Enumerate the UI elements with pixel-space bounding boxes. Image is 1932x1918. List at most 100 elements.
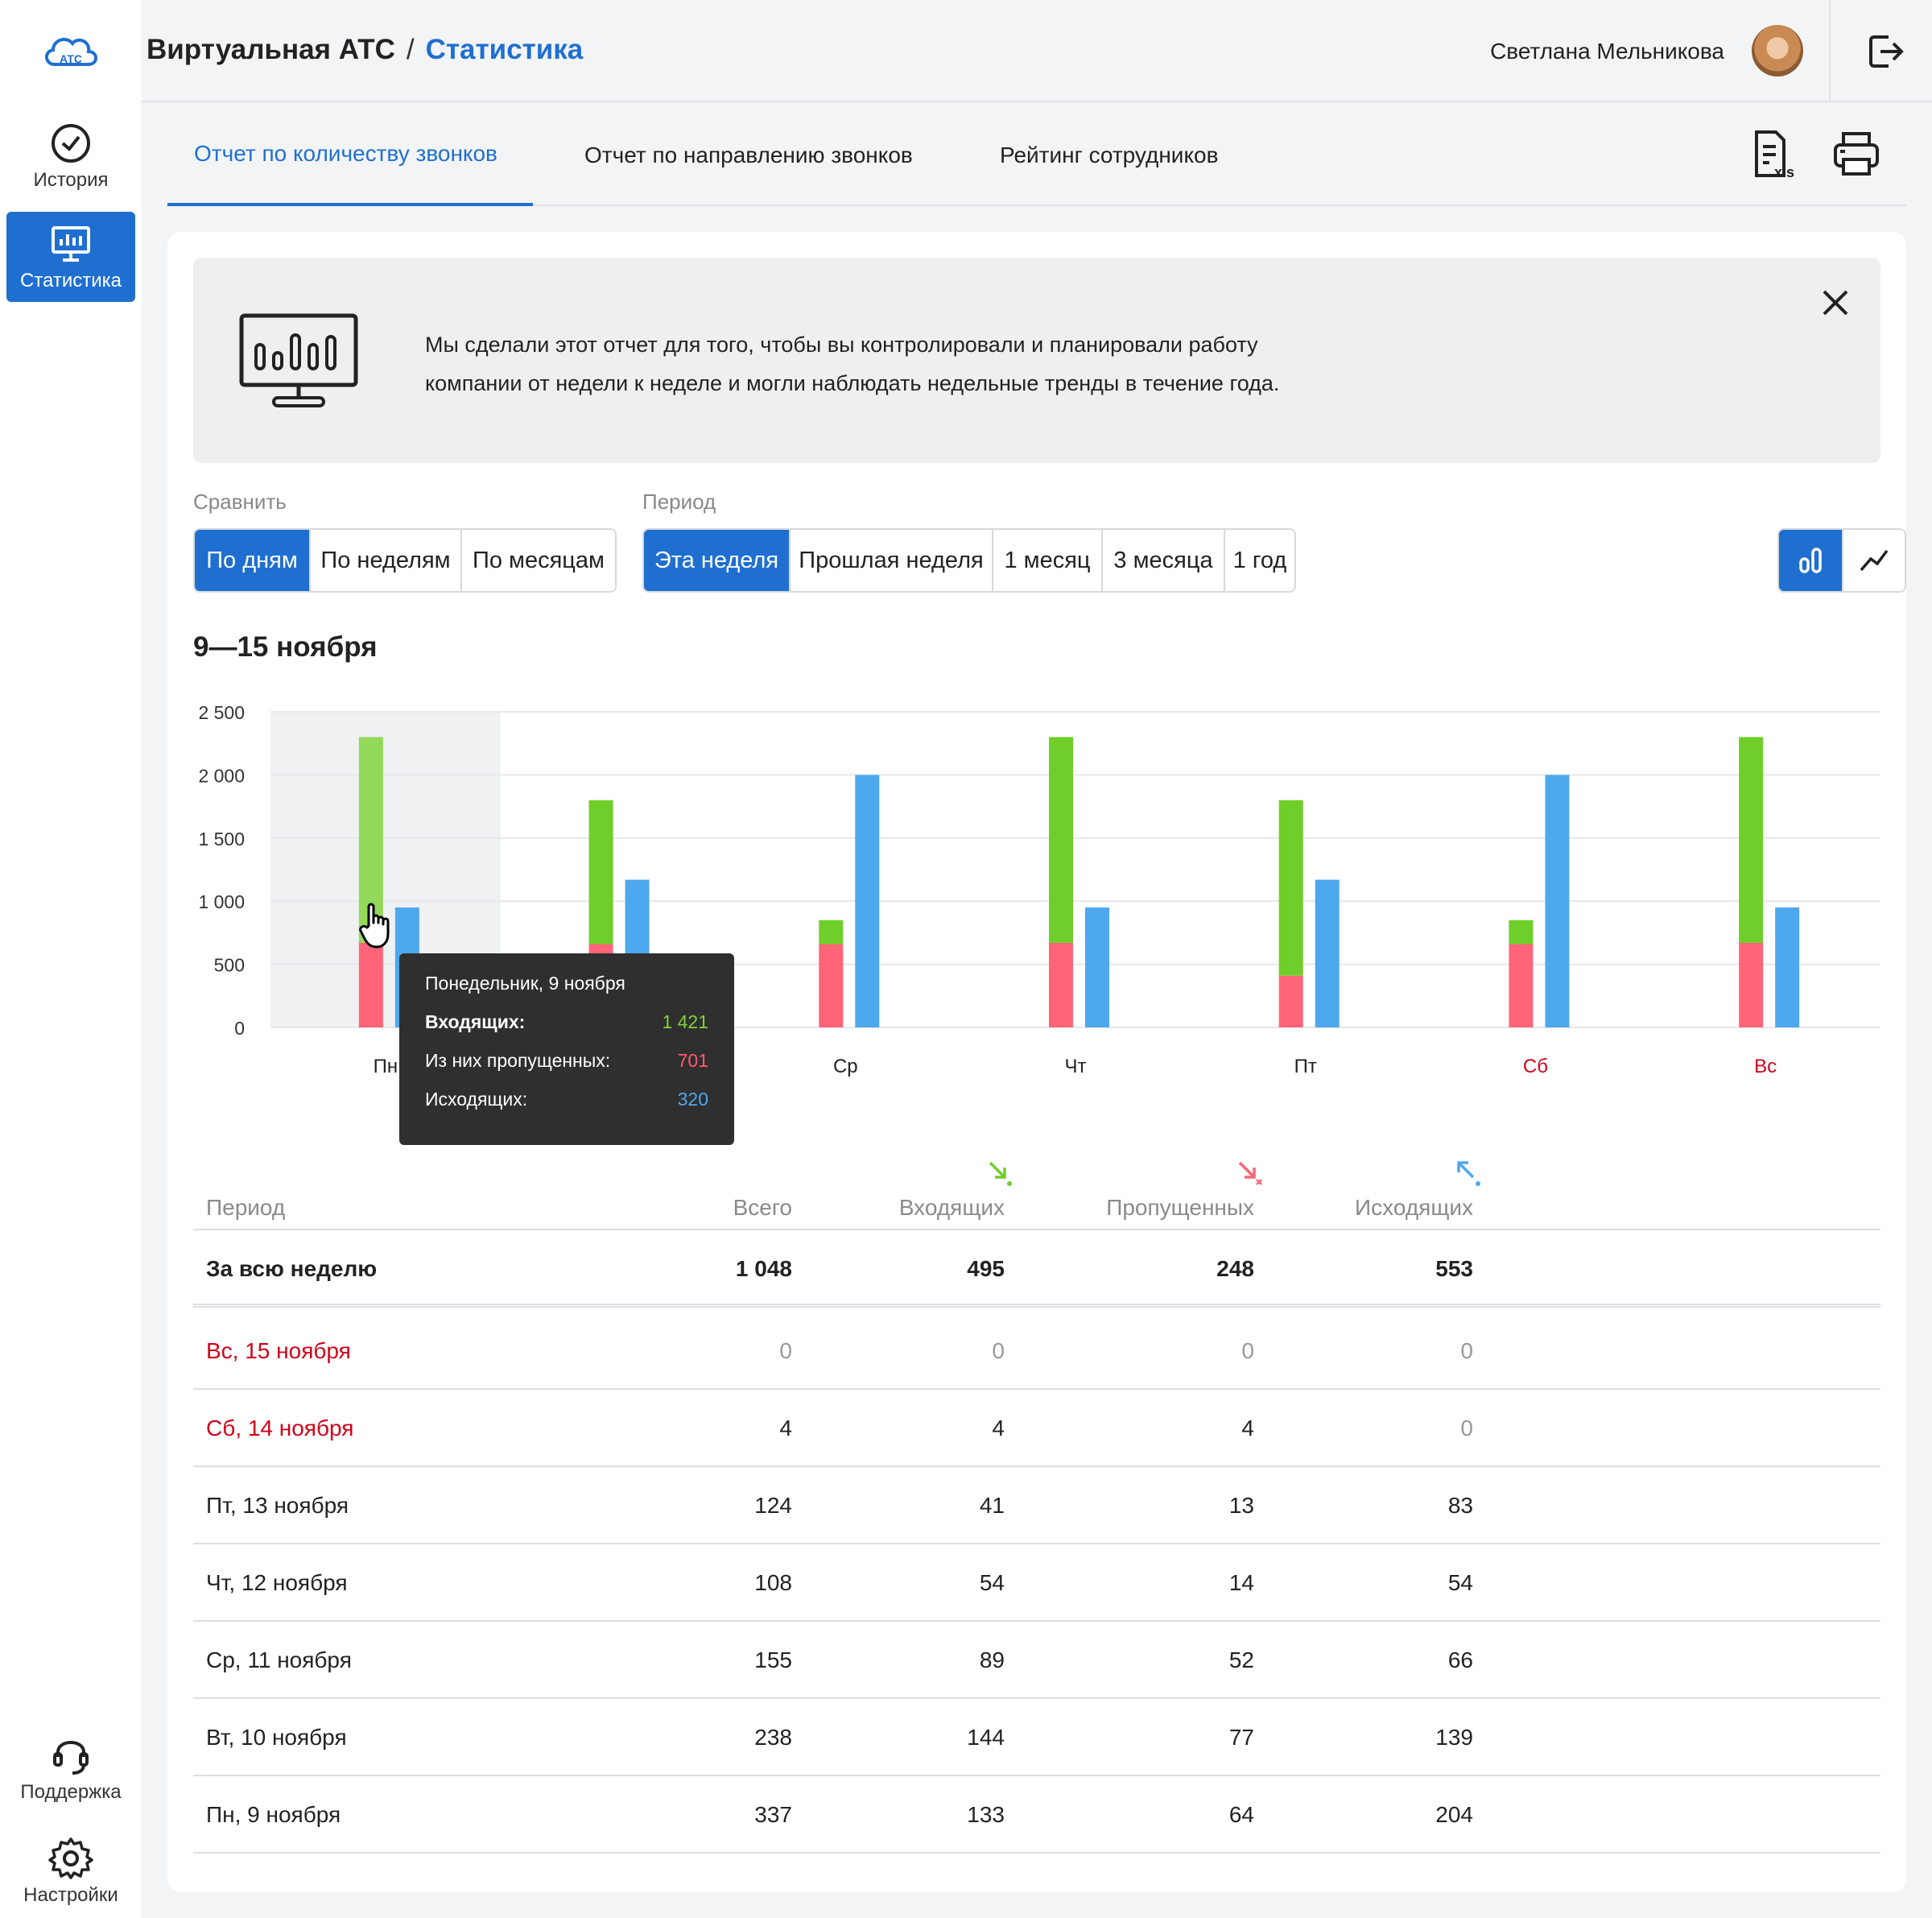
report-tabs: Отчет по количеству звонков Отчет по нап… (167, 105, 1906, 206)
logout-icon[interactable] (1864, 31, 1906, 72)
col-incoming: Входящих (898, 1195, 1005, 1220)
cell-outgoing: 54 (1447, 1570, 1473, 1595)
xls-label: xls (1774, 164, 1794, 180)
cell-total: 124 (754, 1493, 792, 1518)
bar-view-button[interactable] (1779, 530, 1843, 591)
x-tick-label: Ср (833, 1056, 858, 1077)
sidebar-item-support[interactable]: Поддержка (6, 1723, 135, 1813)
bar-outgoing (1545, 775, 1570, 1027)
compare-by-weeks[interactable]: По неделям (311, 530, 462, 591)
col-missed: Пропущенных (1106, 1195, 1254, 1220)
cell-period: Пн, 9 ноября (206, 1802, 341, 1827)
period-last-week[interactable]: Прошлая неделя (791, 530, 993, 591)
cell-total: 337 (754, 1802, 792, 1827)
table-row: Пт, 13 ноября 124 41 13 83 (193, 1467, 1880, 1544)
cell-outgoing: 0 (1460, 1416, 1473, 1441)
top-header: Виртуальная АТС / Статистика Светлана Мель… (142, 0, 1932, 102)
tab-employee-rating[interactable]: Рейтинг сотрудников (1000, 143, 1219, 167)
line-view-button[interactable] (1843, 530, 1905, 591)
gear-icon (48, 1837, 93, 1879)
x-tick-label: Пн (374, 1056, 398, 1077)
y-tick-label: 2 000 (198, 765, 245, 786)
close-icon[interactable] (1819, 287, 1852, 319)
cell-period: Сб, 14 ноября (206, 1416, 354, 1441)
avatar[interactable] (1752, 25, 1803, 76)
cell-total: 108 (754, 1570, 792, 1595)
sidebar-item-label: История (33, 169, 109, 191)
cell-total: 238 (754, 1725, 792, 1750)
tab-calls-count[interactable]: Отчет по количеству звонков (167, 105, 533, 206)
cell-outgoing: 83 (1447, 1493, 1473, 1518)
chart-tooltip: Понедельник, 9 ноября Входящих: 1 421 Из … (399, 953, 734, 1145)
bar-incoming (1278, 800, 1303, 976)
period-segmented: Эта неделя Прошлая неделя 1 месяц 3 меся… (642, 528, 1296, 593)
cell-period: Пт, 13 ноября (206, 1493, 349, 1518)
info-text-line: Мы сделали этот отчет для того, чтобы вы… (425, 333, 1258, 357)
cell-missed: 14 (1228, 1570, 1254, 1595)
sidebar-item-statistics[interactable]: Статистика (6, 212, 135, 302)
bar-outgoing (855, 775, 880, 1027)
bar-outgoing (1775, 907, 1800, 1027)
table-row: Вс, 15 ноября 0 0 0 0 (193, 1312, 1880, 1390)
monitor-chart-icon (52, 226, 90, 262)
cell-incoming: 133 (967, 1802, 1005, 1827)
cell-total: 155 (754, 1647, 792, 1672)
report-card: Мы сделали этот отчет для того, чтобы вы… (167, 232, 1906, 1892)
tooltip-outgoing-value: 320 (677, 1089, 708, 1110)
y-tick-label: 0 (234, 1018, 245, 1039)
period-3-months[interactable]: 3 месяца (1103, 530, 1225, 591)
bar-incoming (1049, 737, 1073, 943)
hand-cursor-icon (359, 903, 390, 949)
tooltip-missed-label: Из них пропущенных: (425, 1050, 611, 1071)
compare-by-months[interactable]: По месяцам (462, 530, 615, 591)
bar-missed (819, 944, 844, 1027)
cell-period: За всю неделю (206, 1256, 378, 1281)
bar-incoming (1509, 920, 1534, 945)
breadcrumb-current: Статистика (425, 34, 584, 65)
sidebar-item-settings[interactable]: Настройки (6, 1826, 135, 1916)
cell-outgoing: 204 (1435, 1802, 1473, 1827)
cell-incoming: 4 (992, 1416, 1005, 1441)
clock-icon (52, 124, 90, 163)
sidebar: АТС История Статистика Поддержка (0, 0, 142, 1918)
cell-incoming: 0 (992, 1338, 1005, 1363)
cell-missed: 13 (1228, 1493, 1254, 1518)
breadcrumb: Виртуальная АТС / Статистика (147, 34, 583, 66)
cell-incoming: 495 (967, 1256, 1005, 1281)
x-tick-label: Пт (1294, 1056, 1317, 1077)
outgoing-call-icon (1457, 1161, 1480, 1186)
missed-call-icon (1238, 1161, 1262, 1185)
info-text-line: компании от недели к неделе и могли набл… (425, 371, 1280, 395)
period-1-month[interactable]: 1 месяц (993, 530, 1103, 591)
bar-missed (358, 942, 383, 1027)
bar-missed (1739, 942, 1764, 1027)
cell-missed: 0 (1241, 1338, 1254, 1363)
bar-missed (1278, 975, 1303, 1027)
period-this-week[interactable]: Эта неделя (644, 530, 791, 591)
compare-by-days[interactable]: По дням (195, 530, 311, 591)
bar-chart-icon (1799, 548, 1822, 573)
print-icon[interactable] (1832, 129, 1880, 180)
period-1-year[interactable]: 1 год (1225, 530, 1294, 591)
y-tick-label: 1 500 (198, 829, 245, 849)
table-row: Пн, 9 ноября 337 133 64 204 (193, 1776, 1880, 1854)
tooltip-title: Понедельник, 9 ноября (425, 973, 625, 994)
cell-period: Вт, 10 ноября (206, 1725, 347, 1750)
table-header: Период Всего Входящих Пропущенных Исходя… (193, 1134, 1880, 1230)
export-xls-icon[interactable]: xls (1752, 129, 1800, 180)
compare-segmented: По дням По неделям По месяцам (193, 528, 617, 593)
cell-incoming: 89 (979, 1647, 1005, 1672)
y-tick-label: 500 (214, 955, 245, 976)
cloud-logo-icon[interactable]: АТС (39, 27, 103, 76)
breadcrumb-app[interactable]: Виртуальная АТС (147, 34, 395, 65)
y-tick-label: 2 500 (198, 702, 245, 723)
cell-outgoing: 139 (1435, 1725, 1473, 1750)
sidebar-item-history[interactable]: История (6, 111, 135, 201)
user-name[interactable]: Светлана Мельникова (1490, 39, 1724, 64)
col-outgoing: Исходящих (1355, 1195, 1473, 1220)
headset-icon (53, 1741, 89, 1775)
tab-calls-direction[interactable]: Отчет по направлению звонков (584, 143, 913, 167)
bar-outgoing (1085, 907, 1109, 1027)
cell-incoming: 41 (979, 1493, 1005, 1518)
cell-outgoing: 0 (1460, 1338, 1473, 1363)
